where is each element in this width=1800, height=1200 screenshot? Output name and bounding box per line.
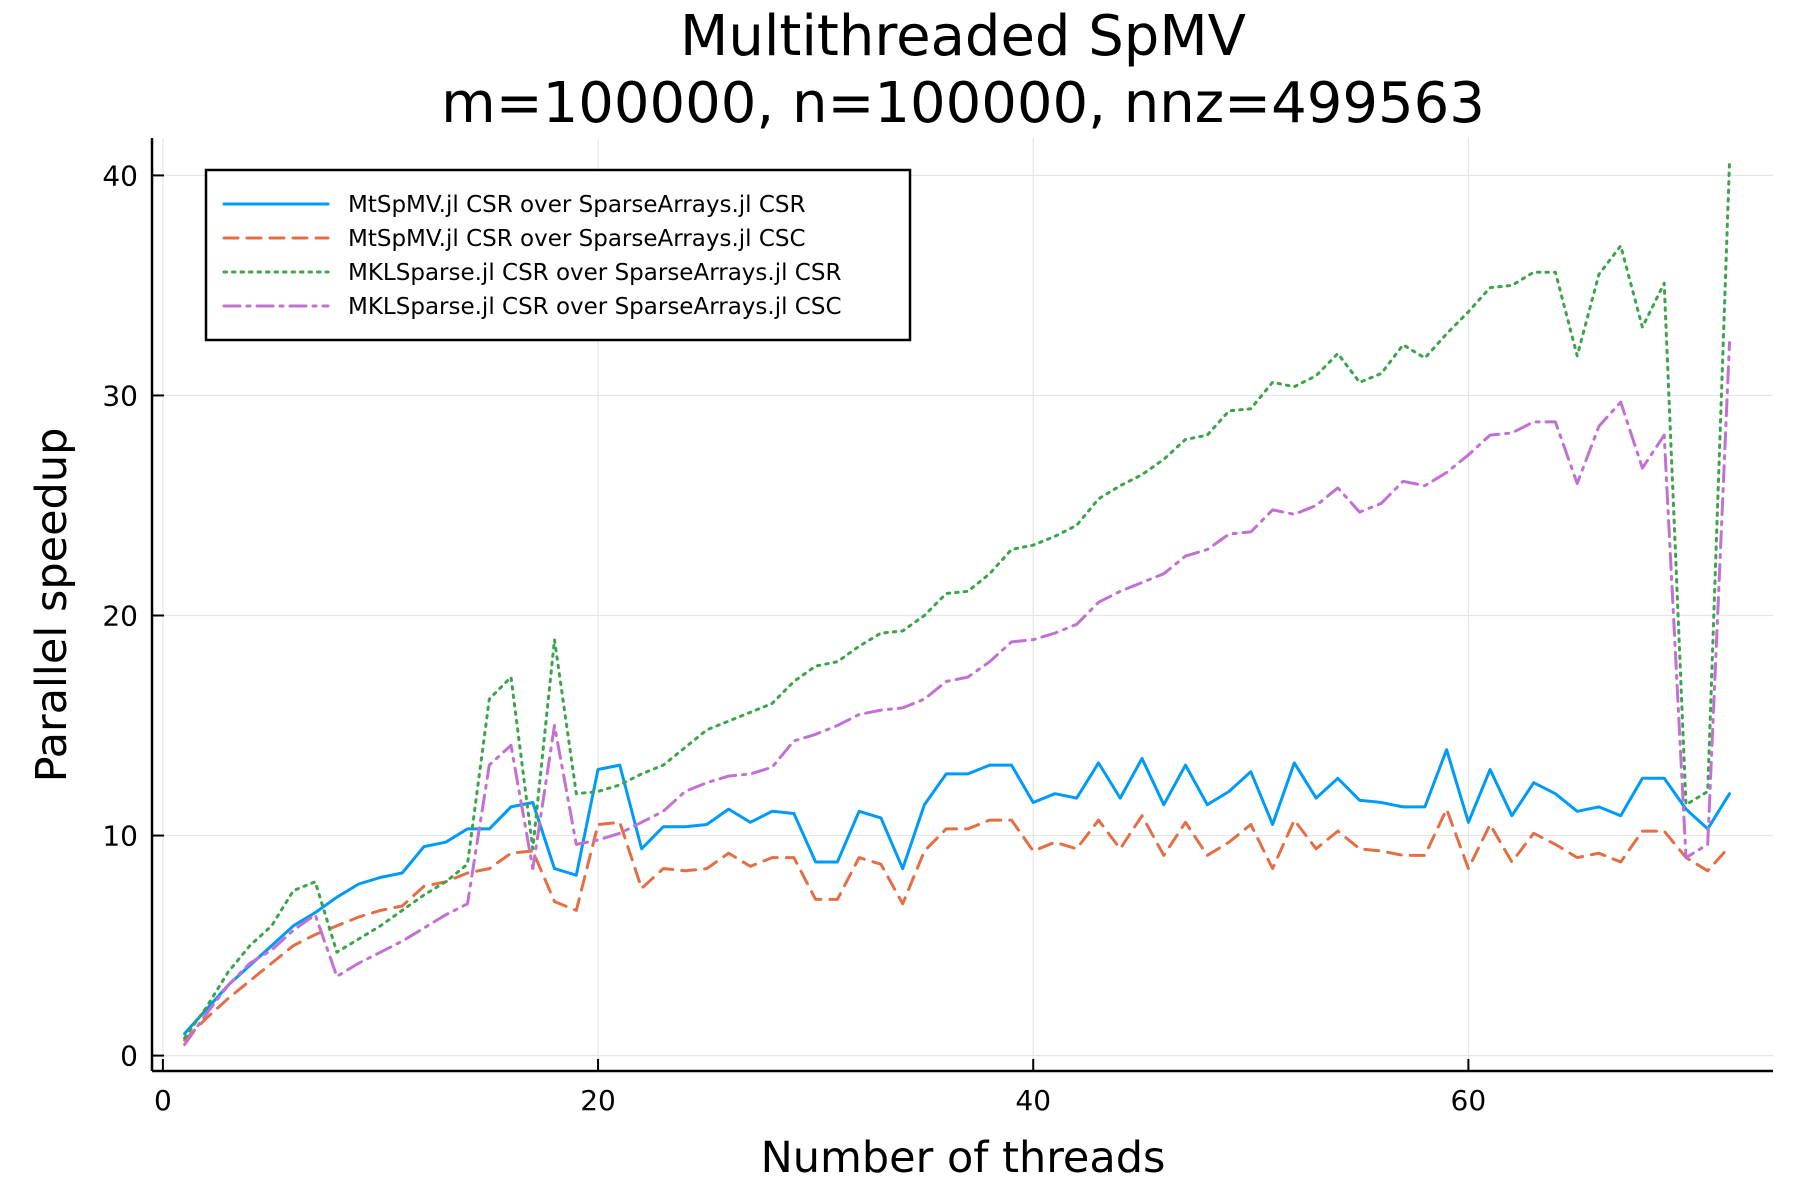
y-tick-label: 0 [120, 1040, 138, 1073]
legend-box [204, 168, 912, 342]
legend-label-2: MtSpMV.jl CSR over SparseArrays.jl CSC [348, 226, 806, 252]
x-tick-label: 0 [154, 1084, 172, 1117]
series-line-1 [183, 748, 1731, 1036]
legend-label-1: MtSpMV.jl CSR over SparseArrays.jl CSR [348, 192, 806, 218]
y-tick-label: 30 [102, 379, 138, 412]
legend-label-3: MKLSparse.jl CSR over SparseArrays.jl CS… [348, 260, 841, 286]
y-tick-label: 40 [102, 159, 138, 192]
legend: MtSpMV.jl CSR over SparseArrays.jl CSR Mt… [204, 168, 912, 342]
chart-title: Multithreaded SpMV [680, 4, 1246, 69]
series-line-2 [183, 807, 1731, 1042]
y-tick-label: 20 [102, 600, 138, 633]
series-line-4 [183, 341, 1731, 1047]
y-axis-label: Parallel speedup [27, 428, 77, 783]
axes: 0 20 40 60 0 10 20 30 40 [102, 138, 1773, 1117]
series-line-3 [183, 160, 1731, 1040]
chart-subtitle: m=100000, n=100000, nnz=499563 [441, 71, 1485, 136]
x-tick-label: 60 [1451, 1084, 1487, 1117]
x-tick-label: 40 [1015, 1084, 1051, 1117]
legend-label-4: MKLSparse.jl CSR over SparseArrays.jl CS… [348, 294, 842, 320]
x-tick-label: 20 [580, 1084, 616, 1117]
series-lines [183, 160, 1731, 1047]
x-axis-label: Number of threads [761, 1133, 1166, 1183]
y-tick-label: 10 [102, 820, 138, 853]
